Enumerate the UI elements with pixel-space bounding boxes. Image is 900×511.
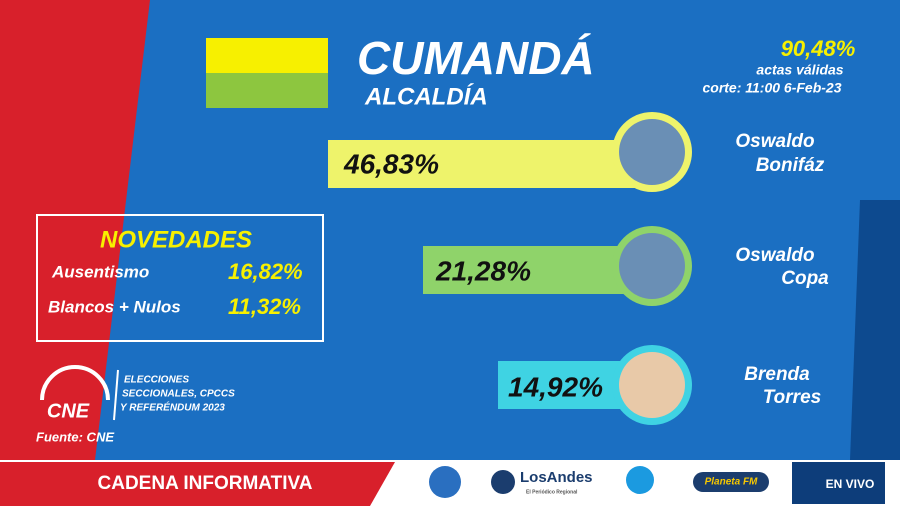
stat-label: Ausentismo [51, 262, 149, 281]
subtitle: ALCALDÍA [364, 82, 488, 110]
dark-panel [850, 200, 900, 460]
photo [619, 233, 685, 299]
valid-label: actas válidas [756, 62, 843, 78]
percent: 21,28% [435, 255, 531, 286]
partner-name: LosAndes [520, 469, 593, 486]
percent: 14,92% [508, 371, 603, 402]
partner-logo [491, 470, 515, 494]
stat-value: 16,82% [228, 259, 303, 284]
source: Fuente: CNE [36, 429, 114, 444]
candidate-name: Brenda [744, 364, 810, 385]
title: CUMANDÁ [357, 32, 595, 84]
logo-line: ELECCIONES [124, 375, 189, 386]
flag-top [206, 38, 328, 73]
logo-arc [40, 365, 110, 401]
partner-name: Planeta FM [705, 477, 758, 488]
stat-value: 11,32% [228, 294, 301, 319]
live-label: EN VIVO [826, 477, 875, 491]
photo [619, 119, 685, 185]
candidate-name: Copa [781, 268, 829, 289]
partner-logo [429, 466, 461, 498]
cutoff: corte: 11:00 6-Feb-23 [702, 80, 841, 96]
candidate-name: Oswaldo [735, 245, 814, 266]
red-panel [0, 0, 150, 460]
flag-bottom [206, 73, 328, 108]
percent: 46,83% [343, 148, 439, 179]
candidate-name: Oswaldo [735, 131, 814, 152]
valid-percent: 90,48% [781, 36, 856, 61]
partner-logo [626, 466, 654, 494]
logo-name: CNE [47, 400, 90, 422]
footer-red [0, 462, 395, 506]
live-box [792, 462, 885, 504]
logo-line: Y REFERÉNDUM 2023 [120, 401, 225, 414]
candidate-name: Torres [763, 387, 821, 408]
result-bar [328, 140, 648, 188]
candidate-name: Bonifáz [756, 155, 825, 176]
photo [619, 352, 685, 418]
logo-divider [113, 369, 119, 421]
novedades-box [36, 214, 324, 342]
novedades-title: NOVEDADES [100, 226, 252, 253]
logo-line: SECCIONALES, CPCCS [122, 389, 235, 400]
network-name: CADENA INFORMATIVA [98, 473, 313, 494]
partner-tag: El Periódico Regional [526, 489, 578, 495]
stat-label: Blancos + Nulos [48, 297, 181, 316]
result-bar [423, 246, 648, 294]
partner-logo [693, 472, 769, 492]
